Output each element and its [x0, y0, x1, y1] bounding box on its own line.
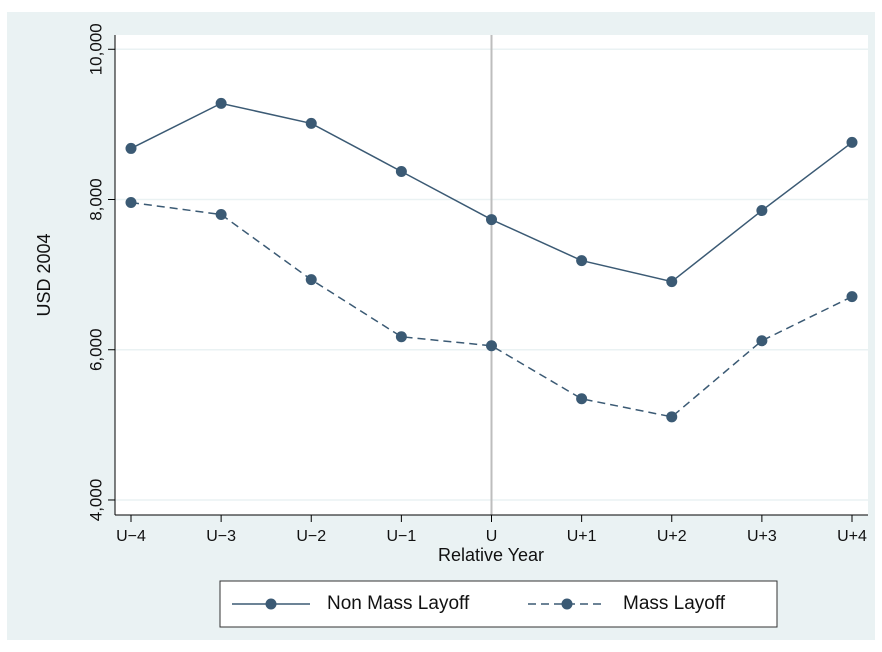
x-tick-label: U−1: [386, 528, 416, 545]
x-tick-label: U+3: [747, 528, 777, 545]
legend-marker: [265, 598, 277, 610]
y-tick-label: 4,000: [86, 479, 105, 522]
point: [215, 209, 227, 221]
point: [576, 393, 588, 405]
point: [846, 136, 858, 148]
point: [756, 335, 768, 347]
legend-marker: [561, 598, 573, 610]
x-tick-label: U−3: [206, 528, 236, 545]
point: [395, 331, 407, 343]
point: [576, 255, 588, 267]
point: [305, 274, 317, 286]
legend-label: Non Mass Layoff: [327, 593, 470, 614]
point: [125, 142, 137, 154]
x-tick-label: U+1: [567, 528, 597, 545]
legend-label: Mass Layoff: [623, 593, 726, 614]
y-tick-label: 6,000: [86, 328, 105, 371]
legend: [219, 580, 778, 628]
point: [305, 117, 317, 129]
x-tick-label: U+4: [837, 528, 867, 545]
x-tick-label: U+2: [657, 528, 687, 545]
x-tick-label: U−2: [296, 528, 326, 545]
y-tick-label: 10,000: [86, 23, 105, 75]
x-tick-label: U−4: [116, 528, 146, 545]
point: [125, 197, 137, 209]
point: [486, 340, 497, 352]
point: [756, 205, 768, 217]
point: [666, 276, 678, 288]
y-axis-title: USD 2004: [34, 233, 54, 316]
x-tick-label: U: [486, 528, 498, 545]
point: [486, 214, 497, 226]
y-tick-label: 8,000: [86, 178, 105, 221]
point: [846, 291, 858, 303]
point: [395, 165, 407, 177]
point: [215, 97, 227, 109]
point: [666, 411, 678, 423]
x-axis-title: Relative Year: [438, 545, 544, 565]
